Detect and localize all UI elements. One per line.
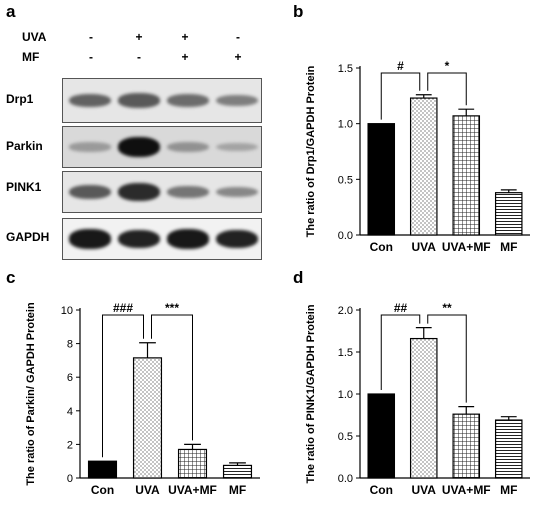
blot-image-gapdh — [62, 218, 262, 260]
sign: - — [89, 50, 93, 64]
sign: + — [181, 50, 189, 64]
x-tick-label: MF — [229, 483, 246, 497]
blot-band — [118, 93, 160, 108]
significance-bracket — [427, 314, 467, 403]
bar — [452, 115, 481, 236]
bar — [367, 123, 396, 236]
significance-label: *** — [165, 301, 179, 315]
bar — [177, 448, 208, 479]
x-tick-label: UVA — [412, 240, 437, 254]
significance-label: * — [445, 59, 450, 73]
blot-band — [69, 229, 111, 249]
blot-label-pink1: PINK1 — [6, 180, 42, 194]
y-axis-label: The ratio of PINK1/GAPDH Protein — [305, 304, 317, 483]
x-tick-label: UVA+MF — [168, 483, 217, 497]
blot-band — [216, 229, 258, 249]
bar — [222, 464, 253, 479]
sign: - — [236, 30, 240, 44]
blot-image-drp1 — [62, 78, 262, 123]
x-tick-label: MF — [500, 240, 517, 254]
blot-band — [167, 141, 209, 153]
y-tick-label: 0 — [67, 473, 73, 485]
chart-parkin: 0 2 4 6 8 10 The ratio of Parkin/ GAPDH Protei… — [25, 301, 260, 497]
sign: - — [137, 50, 141, 64]
significance-label: ### — [113, 301, 133, 315]
blot-band — [69, 93, 111, 108]
y-tick-label: 0.0 — [338, 230, 353, 242]
bar — [409, 97, 438, 236]
blot-label-drp1: Drp1 — [6, 92, 34, 106]
y-axis-label: The ratio of Parkin/ GAPDH Protein — [25, 302, 37, 486]
x-tick-label: Con — [91, 483, 114, 497]
treatment-label-uva: UVA — [22, 30, 47, 44]
significance-bracket — [427, 72, 467, 106]
bar — [409, 337, 438, 479]
significance-label: # — [397, 59, 404, 73]
y-tick-label: 2 — [67, 439, 73, 451]
y-tick-label: 4 — [67, 406, 73, 418]
x-tick-label: Con — [370, 483, 393, 497]
blot-label-parkin: Parkin — [6, 139, 43, 153]
x-tick-label: UVA — [412, 483, 437, 497]
x-tick-label: UVA+MF — [442, 240, 491, 254]
treatment-label-mf: MF — [22, 50, 40, 64]
y-axis-label: The ratio of Drp1/GAPDH Protein — [305, 65, 317, 237]
y-tick-label: 8 — [67, 339, 73, 351]
y-tick-label: 1.5 — [338, 347, 353, 359]
significance-bracket — [102, 314, 144, 458]
bar — [132, 357, 163, 479]
significance-bracket — [151, 314, 193, 441]
x-tick-label: UVA — [135, 483, 160, 497]
blot-band — [167, 229, 209, 249]
blot-band — [216, 94, 258, 107]
y-tick-label: 2.0 — [338, 305, 353, 317]
sign: + — [181, 30, 189, 44]
panel-letter-c: c — [6, 268, 16, 287]
significance-label: ** — [442, 301, 452, 315]
y-tick-label: 0.0 — [338, 473, 353, 485]
blot-band — [167, 94, 209, 107]
panel-letter-d: d — [293, 268, 304, 287]
y-tick-label: 0.5 — [338, 174, 353, 186]
blot-band — [118, 229, 160, 249]
blot-band — [118, 183, 160, 201]
blot-band — [216, 142, 258, 152]
panel-letter-a: a — [6, 2, 16, 21]
panel-letter-b: b — [293, 2, 304, 21]
sign: + — [135, 30, 143, 44]
chart-drp1: 0.0 0.5 1.0 1.5 The ratio of Drp1/GAPDH Prot… — [305, 59, 530, 254]
x-tick-label: MF — [500, 483, 517, 497]
chart-pink1: 0.0 0.5 1.0 1.5 2.0 The ratio of PINK1/GAPDH … — [305, 301, 530, 497]
y-tick-label: 6 — [67, 372, 73, 384]
significance-bracket — [380, 314, 421, 390]
x-tick-label: UVA+MF — [442, 483, 491, 497]
y-tick-label: 1.0 — [338, 119, 353, 131]
y-tick-label: 0.5 — [338, 431, 353, 443]
blot-image-pink1 — [62, 171, 262, 213]
significance-bracket — [380, 72, 421, 120]
blot-band — [69, 142, 111, 152]
bar — [367, 393, 396, 479]
blot-band — [216, 186, 258, 198]
blot-band — [167, 185, 209, 199]
blot-band — [118, 137, 160, 157]
significance-label: ## — [394, 301, 408, 315]
bar — [452, 413, 481, 479]
blot-label-gapdh: GAPDH — [6, 230, 50, 244]
sign: - — [89, 30, 93, 44]
bar — [87, 460, 118, 479]
y-tick-label: 1.5 — [338, 63, 353, 75]
x-tick-label: Con — [370, 240, 393, 254]
sign: + — [234, 50, 242, 64]
bar — [494, 192, 523, 236]
blot-image-parkin — [62, 126, 262, 168]
y-tick-label: 10 — [61, 305, 73, 317]
blot-band — [69, 184, 111, 200]
bar — [494, 419, 523, 479]
y-tick-label: 1.0 — [338, 389, 353, 401]
